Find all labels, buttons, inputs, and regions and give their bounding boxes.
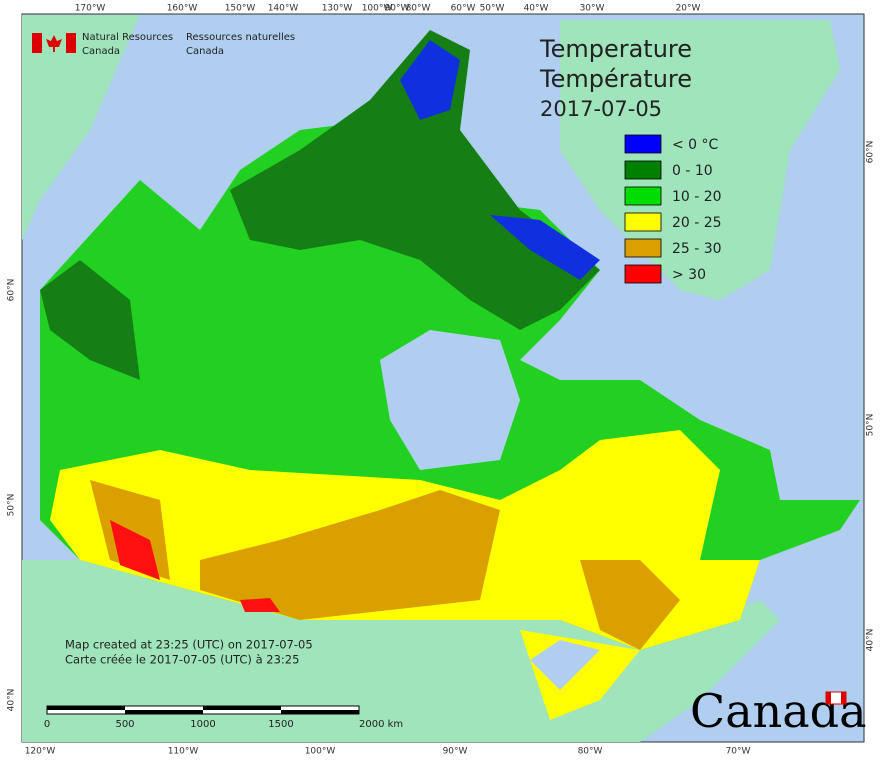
latitude-label: 50°N: [866, 414, 876, 437]
latitude-label: 60°N: [866, 141, 876, 164]
wordmark-flag: [826, 692, 831, 704]
longitude-label: 160°W: [167, 4, 198, 14]
scale-label: 500: [115, 719, 134, 730]
longitude-label: 80°W: [406, 4, 431, 14]
legend-swatch: [624, 264, 662, 284]
latitude-label: 40°N: [866, 629, 876, 652]
legend-label: 25 - 30: [672, 241, 722, 257]
great-lakes: [530, 640, 600, 690]
title: Temperature: [539, 35, 692, 63]
scale-seg: [203, 706, 281, 710]
arctic-cool: [230, 30, 600, 330]
longitude-label: 120°W: [25, 747, 56, 757]
prairie-hot: [200, 490, 500, 620]
longitude-label: 40°W: [524, 4, 549, 14]
longitude-label: 30°W: [580, 4, 605, 14]
hudson-bay: [380, 330, 520, 470]
longitude-label: 90°W: [385, 4, 410, 14]
maple-leaf: [46, 35, 62, 52]
longitude-label: 80°W: [578, 747, 603, 757]
yukon-cool: [40, 260, 140, 380]
legend-swatch: [624, 160, 662, 180]
agency-en: Canada: [82, 46, 120, 57]
latitude-label: 60°N: [7, 279, 17, 302]
longitude-label: 50°W: [480, 4, 505, 14]
longitude-label: 100°W: [305, 747, 336, 757]
agency-fr: Canada: [186, 46, 224, 57]
longitude-label: 170°W: [75, 4, 106, 14]
longitude-label: 60°W: [451, 4, 476, 14]
longitude-label: 110°W: [168, 747, 199, 757]
legend-swatch: [624, 238, 662, 258]
quebec-hot: [580, 560, 680, 650]
scale-seg: [281, 710, 359, 714]
legend-label: 0 - 10: [672, 163, 713, 179]
longitude-label: 130°W: [322, 4, 353, 14]
arctic-cold: [400, 40, 460, 120]
latitude-label: 40°N: [7, 689, 17, 712]
wordmark-flag: [841, 692, 846, 704]
agency-fr: Ressources naturelles: [186, 32, 295, 43]
legend-swatch: [624, 212, 662, 232]
title: Température: [539, 65, 692, 93]
longitude-label: 140°W: [268, 4, 299, 14]
legend-swatch: [624, 186, 662, 206]
scale-seg: [125, 710, 203, 714]
latitude-label: 50°N: [7, 494, 17, 517]
longitude-label: 20°W: [676, 4, 701, 14]
scale-label: 2000 km: [359, 719, 403, 730]
scale-label: 1500: [268, 719, 293, 730]
date: 2017-07-05: [540, 97, 662, 121]
longitude-label: 100°W: [362, 4, 393, 14]
longitude-label: 90°W: [443, 747, 468, 757]
prairie-very-hot: [240, 598, 280, 612]
arctic-cold-2: [490, 215, 600, 280]
bc-very-hot: [110, 520, 160, 580]
flag-bar: [32, 33, 42, 53]
flag-bar: [66, 33, 76, 53]
legend-label: < 0 °C: [672, 137, 719, 153]
note: Carte créée le 2017-07-05 (UTC) à 23:25: [65, 653, 299, 667]
longitude-label: 70°W: [726, 747, 751, 757]
agency-en: Natural Resources: [82, 32, 173, 43]
scale-label: 1000: [190, 719, 215, 730]
alaska: [22, 15, 140, 240]
legend-label: 20 - 25: [672, 215, 722, 231]
scale-seg: [47, 706, 125, 710]
longitude-label: 150°W: [225, 4, 256, 14]
scale-bar: [46, 705, 360, 715]
legend-swatch: [624, 134, 662, 154]
note: Map created at 23:25 (UTC) on 2017-07-05: [65, 638, 313, 652]
legend-label: > 30: [672, 267, 706, 283]
legend-label: 10 - 20: [672, 189, 722, 205]
scale-label: 0: [44, 719, 50, 730]
